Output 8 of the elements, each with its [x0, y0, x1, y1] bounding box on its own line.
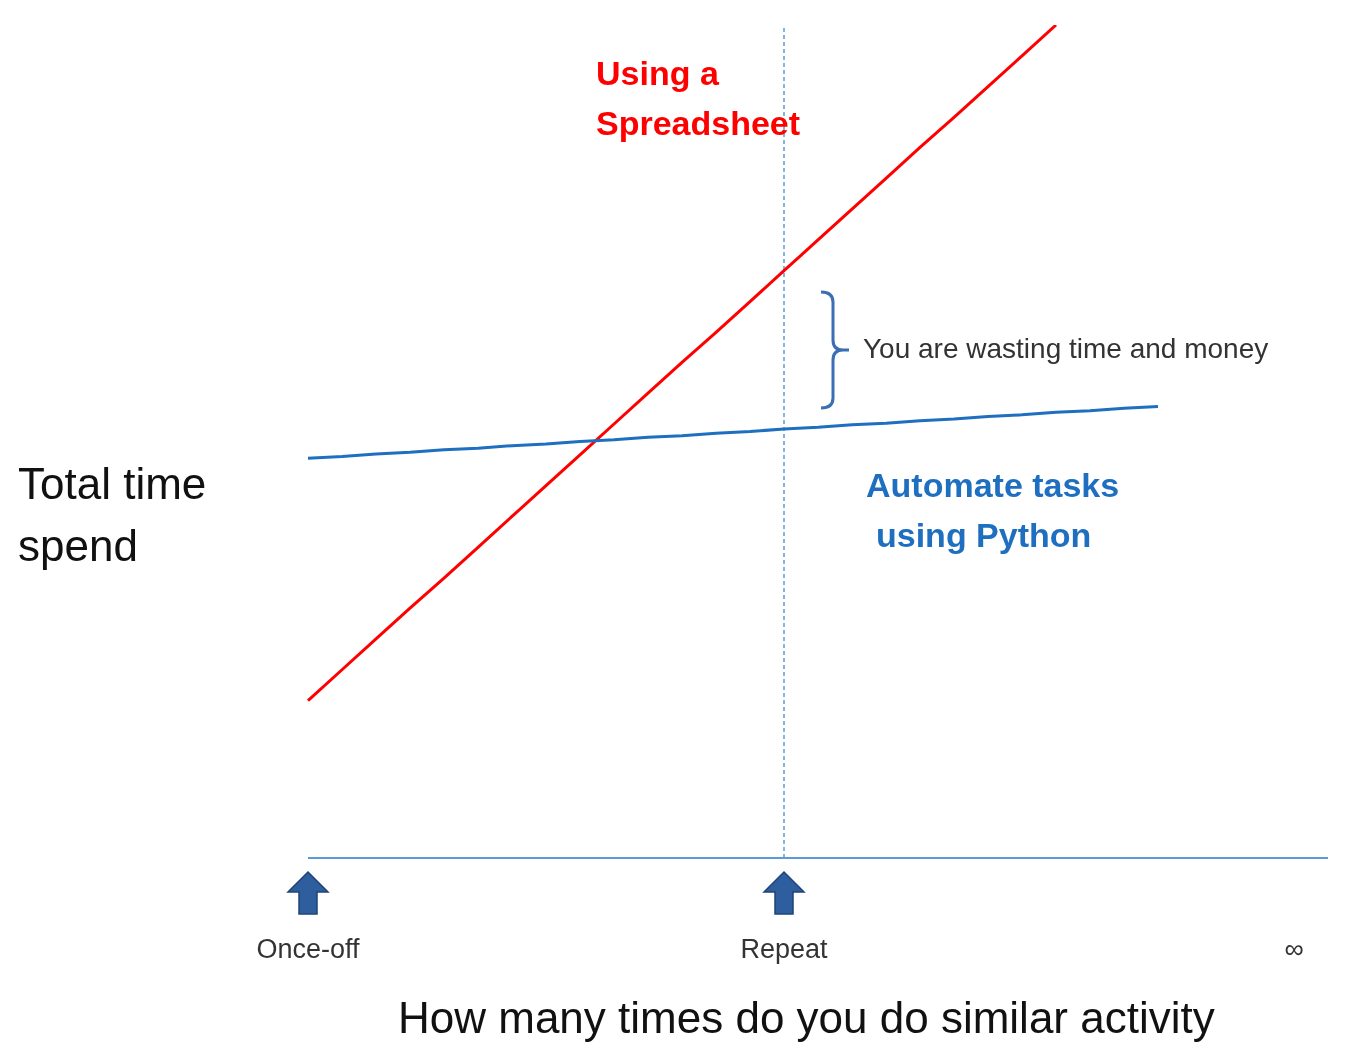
x-axis-title: How many times do you do similar activity: [398, 993, 1215, 1043]
series-label: Automate tasks using Python: [866, 465, 1120, 554]
x-tick-label: Once-off: [256, 934, 361, 964]
annotation: You are wasting time and money: [863, 333, 1269, 365]
x-tick-label: Repeat: [740, 934, 829, 964]
y-axis-title: Total time spend: [18, 458, 208, 572]
x-tick-label: ∞: [1284, 934, 1304, 964]
text: Using a Spreadsheet: [596, 54, 801, 142]
